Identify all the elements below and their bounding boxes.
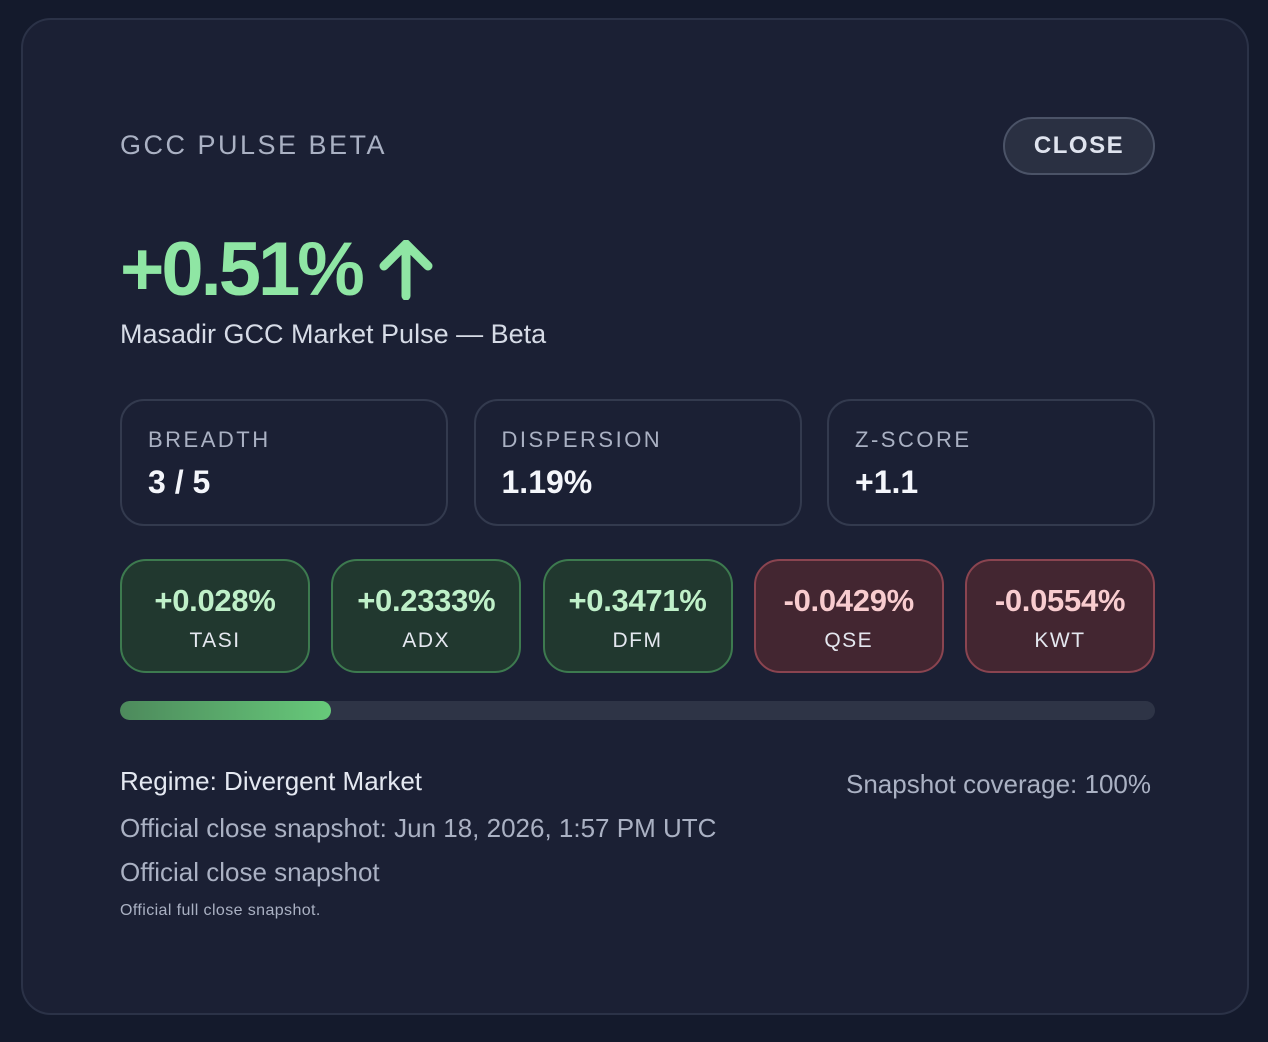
snapshot-label: Official close snapshot — [120, 857, 380, 887]
arrow-up-icon — [378, 239, 434, 301]
ticker-symbol: QSE — [824, 629, 874, 652]
ticker-chip-tasi[interactable]: +0.028% TASI — [120, 559, 310, 673]
snapshot-coverage: Snapshot coverage: 100% — [846, 769, 1151, 799]
ticker-change: -0.0429% — [783, 583, 915, 618]
gcc-pulse-panel: GCC PULSE BETA CLOSE +0.51% Masadir GCC … — [21, 18, 1249, 1015]
ticker-chip-kwt[interactable]: -0.0554% KWT — [965, 559, 1155, 673]
ticker-symbol: TASI — [189, 629, 241, 652]
metric-card-breadth: BREADTH 3 / 5 — [120, 399, 448, 526]
metric-card-dispersion: DISPERSION 1.19% — [473, 399, 802, 526]
ticker-change: +0.2333% — [357, 583, 496, 618]
metric-value: 3 / 5 — [148, 464, 211, 500]
ticker-change: -0.0554% — [994, 583, 1126, 618]
metric-label: DISPERSION — [501, 427, 663, 452]
ticker-symbol: DFM — [612, 629, 663, 652]
ticker-change: +0.3471% — [568, 583, 707, 618]
snapshot-note: Official full close snapshot. — [120, 902, 321, 919]
ticker-row: +0.028% TASI +0.2333% ADX +0.3471% DFM -… — [120, 559, 1155, 673]
metric-label: Z-SCORE — [855, 427, 972, 452]
ticker-symbol: KWT — [1034, 629, 1086, 652]
ticker-chip-adx[interactable]: +0.2333% ADX — [331, 559, 522, 673]
pulse-progress-bar — [120, 701, 1155, 720]
ticker-change: +0.028% — [154, 583, 276, 618]
ticker-chip-qse[interactable]: -0.0429% QSE — [753, 559, 944, 673]
panel-header: GCC PULSE BETA CLOSE — [120, 117, 1155, 175]
pulse-progress-fill — [120, 701, 332, 720]
metrics-row: BREADTH 3 / 5 DISPERSION 1.19% Z-SCORE +… — [120, 399, 1155, 526]
metric-value: 1.19% — [501, 464, 593, 500]
pulse-subtitle: Masadir GCC Market Pulse — Beta — [120, 319, 547, 349]
snapshot-timestamp: Official close snapshot: Jun 18, 2026, 1… — [120, 813, 717, 843]
regime-label: Regime: Divergent Market — [120, 766, 422, 796]
ticker-chip-dfm[interactable]: +0.3471% DFM — [542, 559, 733, 673]
pulse-headline: +0.51% — [120, 225, 434, 315]
ticker-symbol: ADX — [402, 629, 451, 652]
metric-label: BREADTH — [148, 427, 271, 452]
close-button[interactable]: CLOSE — [1003, 117, 1155, 175]
metric-value: +1.1 — [855, 464, 919, 500]
pulse-value: +0.51% — [120, 227, 365, 312]
panel-kicker: GCC PULSE BETA — [120, 130, 388, 160]
metric-card-z-score: Z-SCORE +1.1 — [827, 399, 1155, 526]
